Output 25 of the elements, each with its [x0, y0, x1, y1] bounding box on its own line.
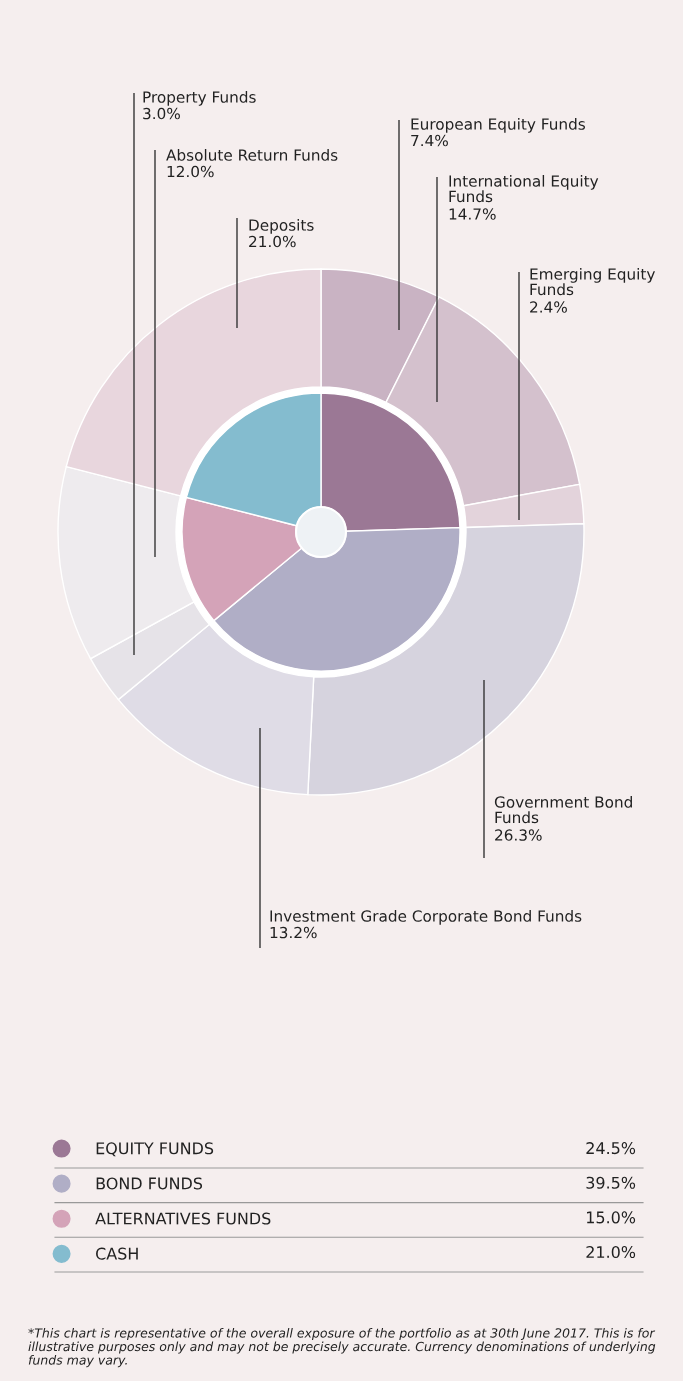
legend-label: EQUITY FUNDS: [96, 1142, 214, 1157]
data-label: 21.0%: [586, 1245, 636, 1259]
data-label: 2.4%: [530, 301, 567, 313]
data-label: 14.7%: [449, 208, 496, 220]
text: *This chart is representative of the overall exposure of the portfolio as at 30th June 2017. This is for illustrative purposes only and may not be precisely accurate. Currency denominations of underlying funds may vary.: [28, 1328, 656, 1368]
slice-label: Deposits: [249, 219, 314, 234]
data-label: 12.0%: [167, 165, 214, 178]
slice-label: Investment Grade Corporate Bond Funds: [270, 910, 582, 925]
legend-label: BOND FUNDS: [96, 1177, 203, 1190]
data-label: 15.0%: [587, 1211, 636, 1224]
data-label: 3.0%: [143, 107, 180, 120]
data-label: 21.0%: [249, 235, 296, 248]
data-label: 24.5%: [586, 1142, 636, 1155]
data-label: 7.4%: [411, 134, 448, 147]
legend-label: ALTERNATIVES FUNDS: [95, 1212, 271, 1225]
slice-label: International Equity Funds: [449, 175, 599, 203]
slice-label: Emerging Equity Funds: [530, 268, 655, 296]
data-label: 26.3%: [495, 829, 542, 841]
data-label: 39.5%: [586, 1176, 636, 1189]
data-label: 13.2%: [270, 926, 317, 939]
legend-label: CASH: [96, 1247, 138, 1260]
slice-label: Government Bond Funds: [494, 796, 632, 824]
slice-label: Property Funds: [143, 91, 256, 106]
slice-label: European Equity Funds: [411, 118, 586, 133]
slice-label: Absolute Return Funds: [166, 149, 338, 161]
